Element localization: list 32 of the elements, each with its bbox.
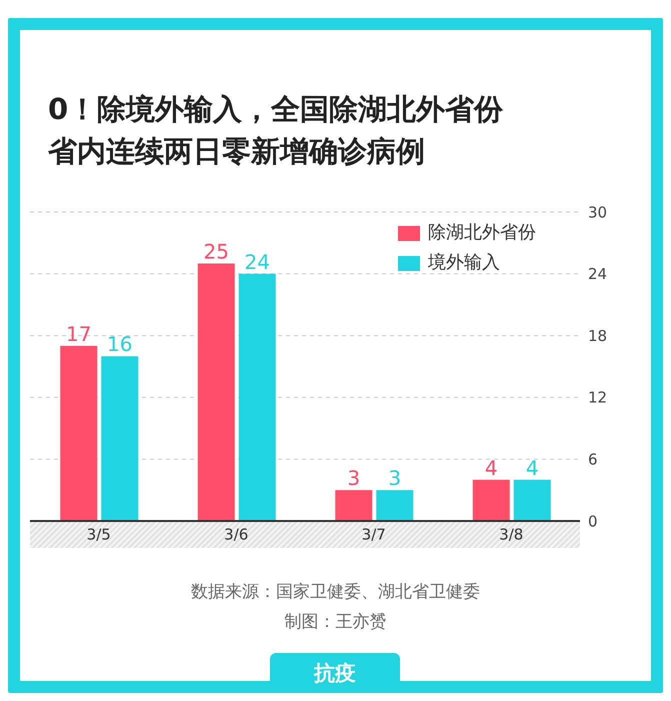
data-label: 24 bbox=[244, 250, 270, 274]
data-label: 3 bbox=[347, 466, 360, 490]
legend-label: 境外输入 bbox=[428, 251, 500, 275]
y-tick-label: 0 bbox=[588, 512, 598, 530]
bar bbox=[335, 490, 372, 521]
data-label: 16 bbox=[107, 332, 132, 356]
bar bbox=[376, 490, 414, 521]
y-tick-label: 24 bbox=[588, 265, 608, 284]
data-label: 17 bbox=[66, 322, 92, 346]
bar bbox=[101, 356, 138, 521]
bar bbox=[472, 480, 510, 521]
y-tick-label: 18 bbox=[588, 326, 608, 345]
bar bbox=[60, 346, 98, 521]
data-label: 4 bbox=[484, 456, 498, 480]
x-tick-label: 3/6 bbox=[224, 526, 248, 544]
bar bbox=[514, 480, 551, 521]
legend-label: 除湖北外省份 bbox=[428, 221, 536, 245]
y-tick-label: 12 bbox=[588, 388, 608, 407]
bar bbox=[238, 274, 276, 521]
x-tick-label: 3/8 bbox=[499, 526, 524, 544]
x-tick-label: 3/5 bbox=[86, 526, 111, 544]
text: 抗疫 bbox=[270, 653, 400, 693]
x-tick-label: 3/7 bbox=[362, 526, 386, 544]
y-tick-label: 30 bbox=[588, 203, 608, 222]
chart-title: 0！除境外输入，全国除湖北外省份省内连续两日零新增确诊病例 bbox=[48, 91, 504, 170]
y-tick-label: 6 bbox=[588, 450, 598, 469]
data-label: 4 bbox=[526, 456, 539, 480]
bar bbox=[198, 264, 235, 521]
data-label: 25 bbox=[204, 240, 229, 264]
text: 制图：王亦赟 bbox=[284, 611, 388, 633]
source-note: 数据来源：国家卫健委、湖北省卫健委 bbox=[190, 581, 481, 603]
data-label: 3 bbox=[388, 466, 402, 490]
